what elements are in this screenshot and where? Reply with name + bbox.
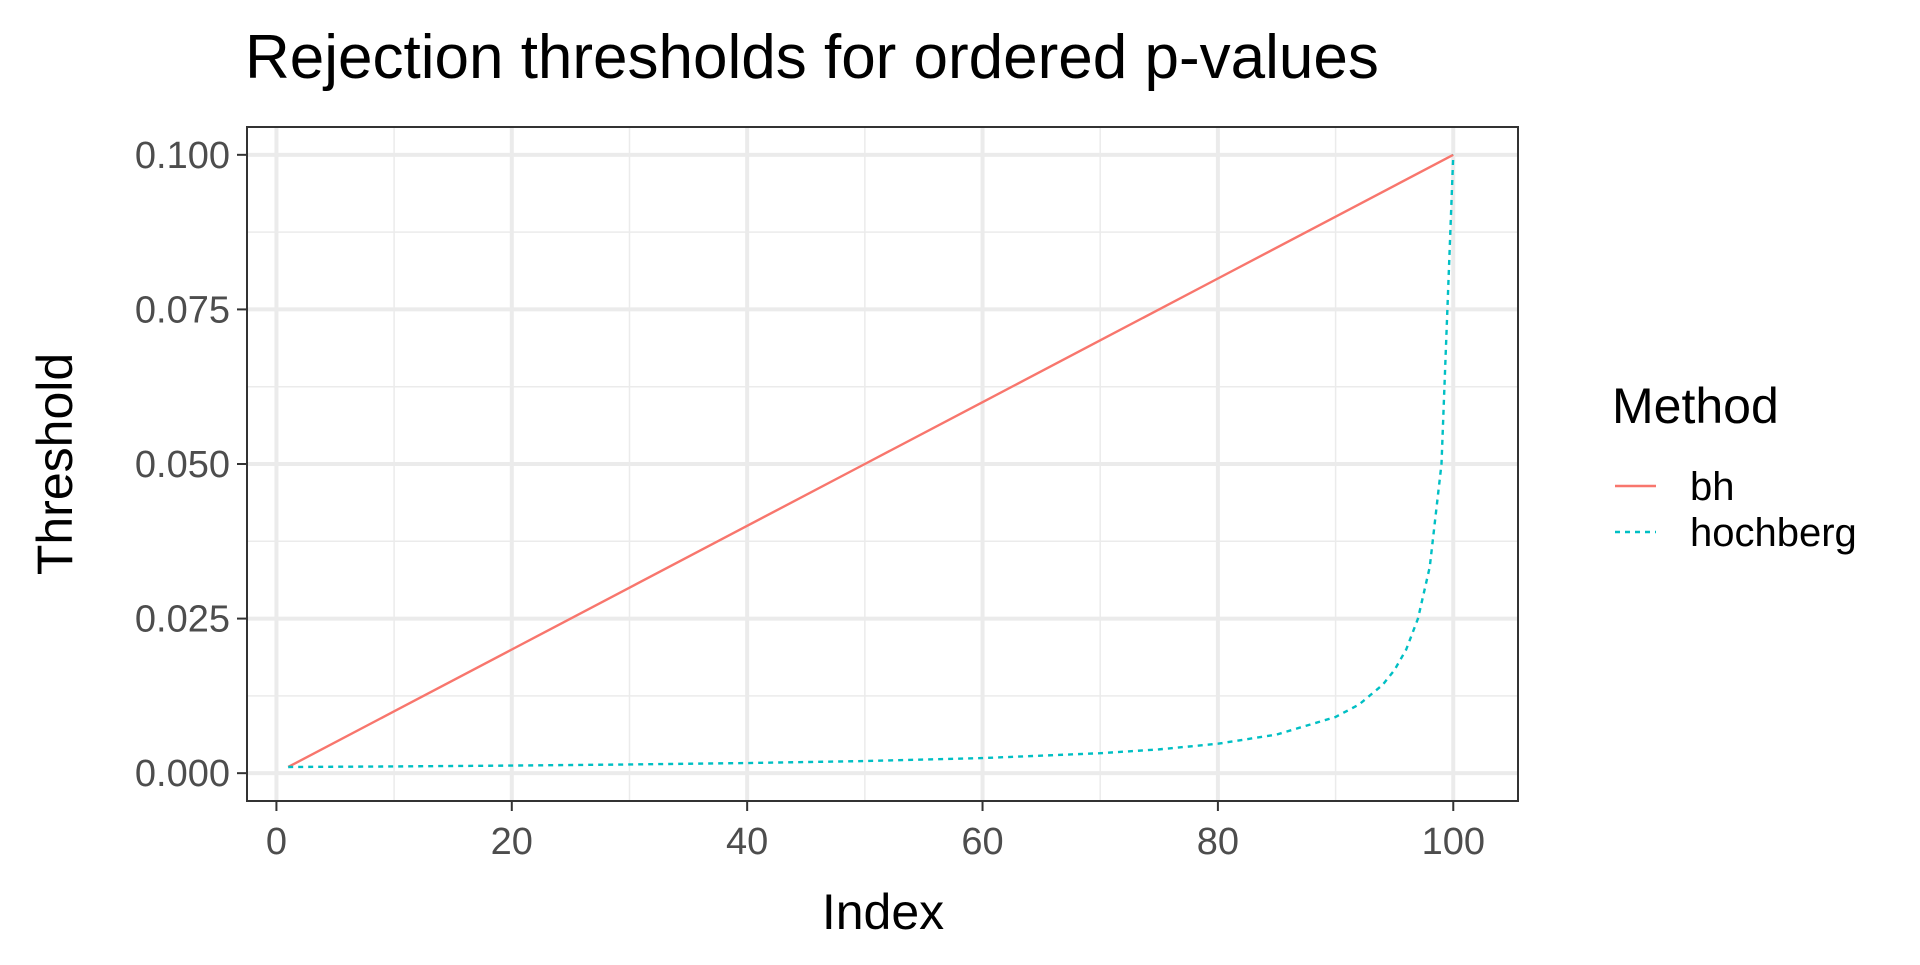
x-tick-label: 40 (726, 821, 768, 863)
x-tick-label: 100 (1422, 821, 1485, 863)
y-tick-label: 0.050 (135, 444, 230, 486)
series-line-bh (287, 153, 1454, 769)
x-axis: 0 20 40 60 80 100 (266, 801, 1485, 863)
legend-label-bh: bh (1690, 465, 1735, 509)
x-tick-label: 20 (491, 821, 533, 863)
y-axis-title: Threshold (27, 353, 83, 575)
major-gridlines (247, 127, 1518, 801)
legend-label-hochberg: hochberg (1690, 511, 1857, 555)
y-tick-label: 0.100 (135, 135, 230, 177)
y-tick-label: 0.000 (135, 753, 230, 795)
y-tick-label: 0.075 (135, 289, 230, 331)
x-axis-title: Index (822, 884, 944, 940)
y-axis: 0.000 0.025 0.050 0.075 0.100 (135, 135, 247, 795)
series-line-hochberg (288, 154, 1455, 769)
chart-title: Rejection thresholds for ordered p-value… (245, 23, 1379, 92)
x-tick-label: 80 (1197, 821, 1239, 863)
legend-title: Method (1612, 378, 1779, 434)
x-tick-label: 0 (266, 821, 287, 863)
series-lines (287, 153, 1455, 769)
x-tick-label: 60 (961, 821, 1003, 863)
y-tick-label: 0.025 (135, 599, 230, 641)
